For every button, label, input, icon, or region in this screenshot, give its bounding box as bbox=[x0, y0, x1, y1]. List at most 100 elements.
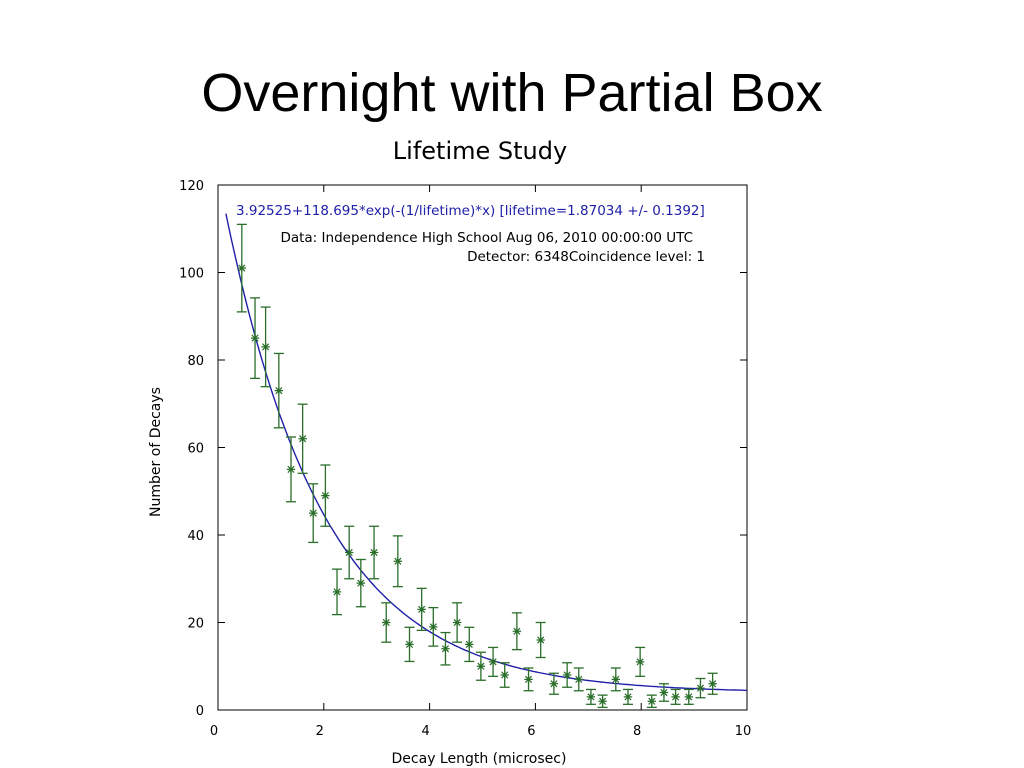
point-marker bbox=[611, 675, 621, 684]
point-marker bbox=[286, 465, 296, 474]
fit-curve-group bbox=[225, 213, 748, 692]
data-point bbox=[646, 694, 657, 709]
point-marker bbox=[393, 557, 403, 566]
data-point bbox=[635, 646, 646, 677]
point-marker bbox=[598, 697, 607, 706]
data-point bbox=[573, 667, 584, 692]
point-marker bbox=[429, 622, 438, 632]
data-point bbox=[475, 651, 486, 681]
fit-annotation: 3.92525+118.695*exp(-(1/lifetime)*x) [li… bbox=[236, 203, 705, 219]
data-point bbox=[535, 621, 546, 659]
x-axis-title: Decay Length (microsec) bbox=[392, 751, 567, 767]
data-point bbox=[369, 525, 380, 580]
data-point bbox=[499, 662, 510, 688]
slide-title: Overnight with Partial Box bbox=[201, 63, 823, 123]
point-marker bbox=[465, 640, 474, 649]
data-point bbox=[381, 602, 392, 643]
data-point bbox=[344, 525, 355, 580]
data-point bbox=[585, 688, 596, 705]
data-point bbox=[236, 223, 247, 313]
point-marker bbox=[536, 635, 545, 645]
data-point bbox=[488, 646, 499, 677]
x-tick-label: 2 bbox=[316, 724, 324, 739]
point-marker bbox=[623, 692, 633, 702]
point-marker bbox=[512, 627, 522, 636]
y-axis-title: Number of Decays bbox=[148, 387, 164, 517]
data-point bbox=[404, 626, 415, 663]
point-marker bbox=[382, 618, 391, 627]
x-tick-label: 0 bbox=[210, 724, 218, 739]
point-marker bbox=[417, 605, 426, 614]
data-point bbox=[610, 667, 621, 692]
data-point bbox=[320, 464, 331, 527]
data-point bbox=[297, 403, 308, 474]
point-marker bbox=[635, 657, 645, 667]
y-tick-label: 20 bbox=[187, 617, 204, 632]
point-marker bbox=[562, 670, 572, 680]
point-marker bbox=[332, 587, 342, 597]
data-point bbox=[440, 631, 451, 666]
detector-annotation: Detector: 6348Coincidence level: 1 bbox=[467, 249, 705, 265]
point-marker bbox=[369, 548, 379, 557]
x-tick-label: 8 bbox=[633, 724, 641, 739]
data-point bbox=[683, 688, 694, 705]
data-points-group bbox=[236, 223, 718, 709]
point-marker bbox=[321, 491, 330, 500]
point-marker bbox=[500, 670, 509, 680]
point-marker bbox=[309, 508, 318, 518]
chart-title: Lifetime Study bbox=[393, 137, 567, 165]
point-marker bbox=[452, 618, 462, 627]
data-point bbox=[511, 612, 522, 651]
point-marker bbox=[696, 683, 705, 693]
point-marker bbox=[574, 675, 583, 684]
point-marker bbox=[647, 697, 656, 706]
y-tick-label: 40 bbox=[187, 529, 204, 544]
point-marker bbox=[488, 657, 498, 667]
point-marker bbox=[476, 662, 486, 671]
data-point bbox=[260, 306, 271, 388]
point-marker bbox=[274, 386, 284, 395]
data-point bbox=[286, 436, 297, 503]
data-point bbox=[273, 352, 284, 429]
point-marker bbox=[250, 333, 260, 343]
point-marker bbox=[524, 675, 533, 684]
y-tick-label: 0 bbox=[196, 704, 204, 719]
x-tick-label: 4 bbox=[421, 724, 429, 739]
data-point bbox=[332, 568, 343, 616]
y-tick-label: 80 bbox=[187, 354, 204, 369]
fit-curve bbox=[225, 213, 748, 692]
data-point bbox=[464, 626, 475, 663]
x-tick-label: 10 bbox=[735, 724, 752, 739]
data-point bbox=[597, 694, 608, 709]
point-marker bbox=[344, 548, 354, 557]
data-point bbox=[250, 297, 261, 380]
point-marker bbox=[261, 342, 270, 352]
data-point bbox=[416, 587, 427, 632]
data-source-annotation: Data: Independence High School Aug 06, 2… bbox=[280, 230, 693, 246]
data-point bbox=[355, 558, 366, 608]
point-marker bbox=[684, 692, 694, 702]
data-point bbox=[523, 667, 534, 692]
y-tick-label: 120 bbox=[179, 179, 204, 194]
data-point bbox=[428, 606, 439, 647]
y-tick-label: 100 bbox=[179, 267, 204, 282]
data-point bbox=[670, 688, 681, 705]
data-point bbox=[622, 688, 633, 705]
point-marker bbox=[586, 692, 596, 702]
point-marker bbox=[671, 692, 680, 702]
data-point bbox=[392, 535, 403, 588]
point-marker bbox=[298, 434, 307, 443]
data-point bbox=[658, 683, 669, 702]
data-point bbox=[308, 483, 319, 544]
data-point bbox=[695, 677, 706, 699]
point-marker bbox=[441, 644, 450, 653]
point-marker bbox=[237, 263, 247, 273]
x-tick-label: 6 bbox=[527, 724, 535, 739]
point-marker bbox=[549, 679, 559, 688]
point-marker bbox=[405, 640, 414, 649]
point-marker bbox=[708, 679, 717, 688]
data-point bbox=[452, 602, 463, 643]
data-point bbox=[548, 672, 559, 695]
